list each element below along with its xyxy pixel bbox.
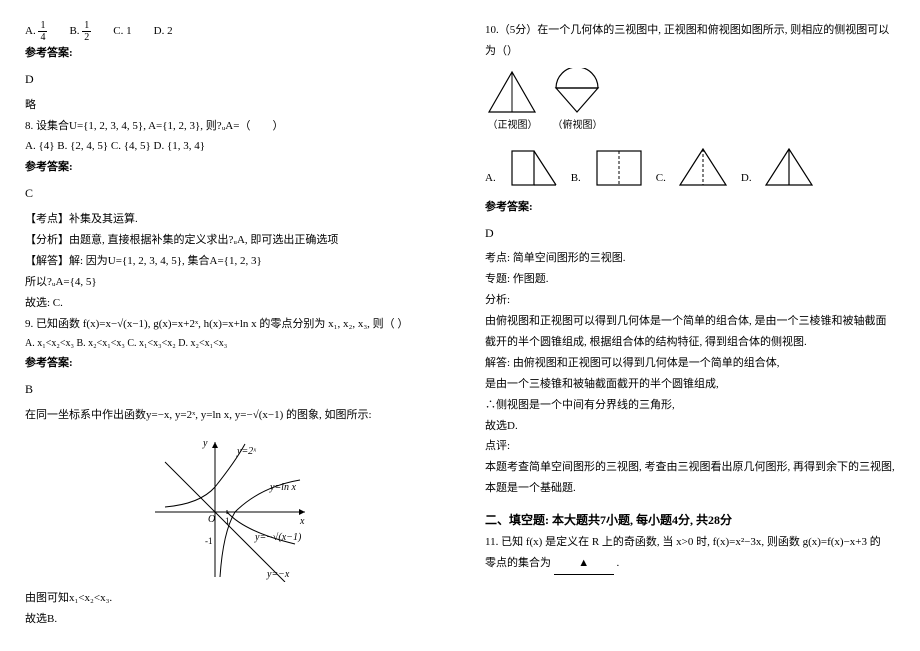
q10-answer-label: 参考答案: <box>485 197 895 218</box>
graph-label-lnx: y=ln x <box>269 482 296 493</box>
q10-jieda-2: 是由一个三棱锥和被轴截面截开的半个圆锥组成, <box>485 374 895 395</box>
q11-blank: ▲ <box>554 553 614 575</box>
q9-expl-2: 由图可知x₁<x₂<x₃. <box>25 588 435 609</box>
q9-options: A. x₁<x₂<x₃ B. x₂<x₁<x₃ C. x₁<x₃<x₂ D. x… <box>25 334 435 353</box>
q10-answer: D <box>485 222 895 245</box>
q10-dianping-label: 点评: <box>485 436 895 457</box>
option-a-shape <box>506 145 561 189</box>
q9-expl-1: 在同一坐标系中作出函数y=−x, y=2ˣ, y=ln x, y=−√(x−1)… <box>25 405 435 426</box>
opt-c-label: C. <box>656 168 666 189</box>
opt-b-label: B. <box>69 25 79 37</box>
q10-jieda-label: 解答: <box>485 357 510 369</box>
opt-d-label: D. <box>741 168 752 189</box>
opt-c: C. 1 <box>113 25 131 37</box>
q10-kaodian: 考点: 简单空间图形的三视图. <box>485 248 895 269</box>
option-b-shape <box>591 145 646 189</box>
q10-stem: 10.（5分）在一个几何体的三视图中, 正视图和俯视图如图所示, 则相应的侧视图… <box>485 20 895 62</box>
graph-label-negx: y=−x <box>266 569 290 580</box>
top-view-label: （俯视图） <box>550 116 605 135</box>
q9-answer-label: 参考答案: <box>25 353 435 374</box>
q8-options: A. {4} B. {2, 4, 5} C. {4, 5} D. {1, 3, … <box>25 136 435 157</box>
q10-zhuanti: 专题: 作图题. <box>485 269 895 290</box>
q11-stem-1: 11. 已知 f(x) 是定义在 R 上的奇函数, 当 x>0 时, f(x)=… <box>485 532 895 553</box>
q10-dianping: 本题考查简单空间图形的三视图, 考查由三视图看出原几何图形, 再得到余下的三视图… <box>485 457 895 499</box>
q8-jieda-3: 故选: C. <box>25 293 435 314</box>
q10-given-views: （正视图） （俯视图） <box>485 68 895 135</box>
opt-a-frac: 14 <box>38 20 47 43</box>
opt-b-frac: 12 <box>82 20 91 43</box>
q9-stem: 9. 已知函数 f(x)=x−√(x−1), g(x)=x+2ˣ, h(x)=x… <box>25 314 435 335</box>
q10-options: A. B. C. D. <box>485 145 895 189</box>
q8-answer-label: 参考答案: <box>25 157 435 178</box>
svg-text:-1: -1 <box>205 536 213 546</box>
front-view-label: （正视图） <box>485 116 540 135</box>
svg-text:y: y <box>202 438 208 449</box>
function-graph-svg: O x y -1 y=2ˣ y=ln x y=−x y=−√(x−1) 1 <box>145 432 315 582</box>
opt-a-label: A. <box>25 25 36 37</box>
opt-d: D. 2 <box>154 25 173 37</box>
option-d-shape <box>762 145 817 189</box>
q7-options: A. 14 B. 12 C. 1 D. 2 <box>25 20 435 43</box>
q9-graph: O x y -1 y=2ˣ y=ln x y=−x y=−√(x−1) 1 <box>25 432 435 582</box>
opt-b-label: B. <box>571 168 581 189</box>
q10-fenxi-label: 分析: <box>485 290 895 311</box>
section-2-title: 二、填空题: 本大题共7小题, 每小题4分, 共28分 <box>485 509 895 532</box>
triangle-icon <box>485 68 540 116</box>
graph-label-sqrt: y=−√(x−1) <box>254 532 302 543</box>
q10-jieda-3: ∴侧视图是一个中间有分界线的三角形, <box>485 395 895 416</box>
svg-text:O: O <box>208 514 215 525</box>
q9-expl-3: 故选B. <box>25 609 435 630</box>
q10-jieda-4: 故选D. <box>485 416 895 437</box>
q11-stem-line2: 零点的集合为 ▲ . <box>485 553 895 575</box>
top-view: （俯视图） <box>550 68 605 135</box>
q7-answer-label: 参考答案: <box>25 43 435 64</box>
q8-stem: 8. 设集合U={1, 2, 3, 4, 5}, A={1, 2, 3}, 则?… <box>25 116 435 137</box>
semicircle-triangle-icon <box>550 68 605 116</box>
opt-a-label: A. <box>485 168 496 189</box>
q11-stem-3: . <box>617 557 620 569</box>
q8-jieda-2: 所以?ᵤA={4, 5} <box>25 272 435 293</box>
q9-answer: B <box>25 378 435 401</box>
svg-text:1: 1 <box>225 516 230 526</box>
q7-explanation: 略 <box>25 95 435 116</box>
graph-label-2x: y=2ˣ <box>236 446 257 457</box>
q10-fenxi: 由俯视图和正视图可以得到几何体是一个简单的组合体, 是由一个三棱锥和被轴截面截开… <box>485 311 895 353</box>
right-column: 10.（5分）在一个几何体的三视图中, 正视图和俯视图如图所示, 则相应的侧视图… <box>460 0 920 651</box>
option-c-shape <box>676 145 731 189</box>
q8-jieda-1: 【解答】解: 因为U={1, 2, 3, 4, 5}, 集合A={1, 2, 3… <box>25 251 435 272</box>
q8-fenxi: 【分析】由题意, 直接根据补集的定义求出?ᵤA, 即可选出正确选项 <box>25 230 435 251</box>
q8-answer: C <box>25 182 435 205</box>
svg-text:x: x <box>299 516 305 527</box>
q11-stem-2: 零点的集合为 <box>485 557 551 569</box>
left-column: A. 14 B. 12 C. 1 D. 2 参考答案: D 略 8. 设集合U=… <box>0 0 460 651</box>
q10-jieda-1: 由俯视图和正视图可以得到几何体是一个简单的组合体, <box>513 357 780 369</box>
q8-kaodian: 【考点】补集及其运算. <box>25 209 435 230</box>
q7-answer: D <box>25 68 435 91</box>
front-view: （正视图） <box>485 68 540 135</box>
